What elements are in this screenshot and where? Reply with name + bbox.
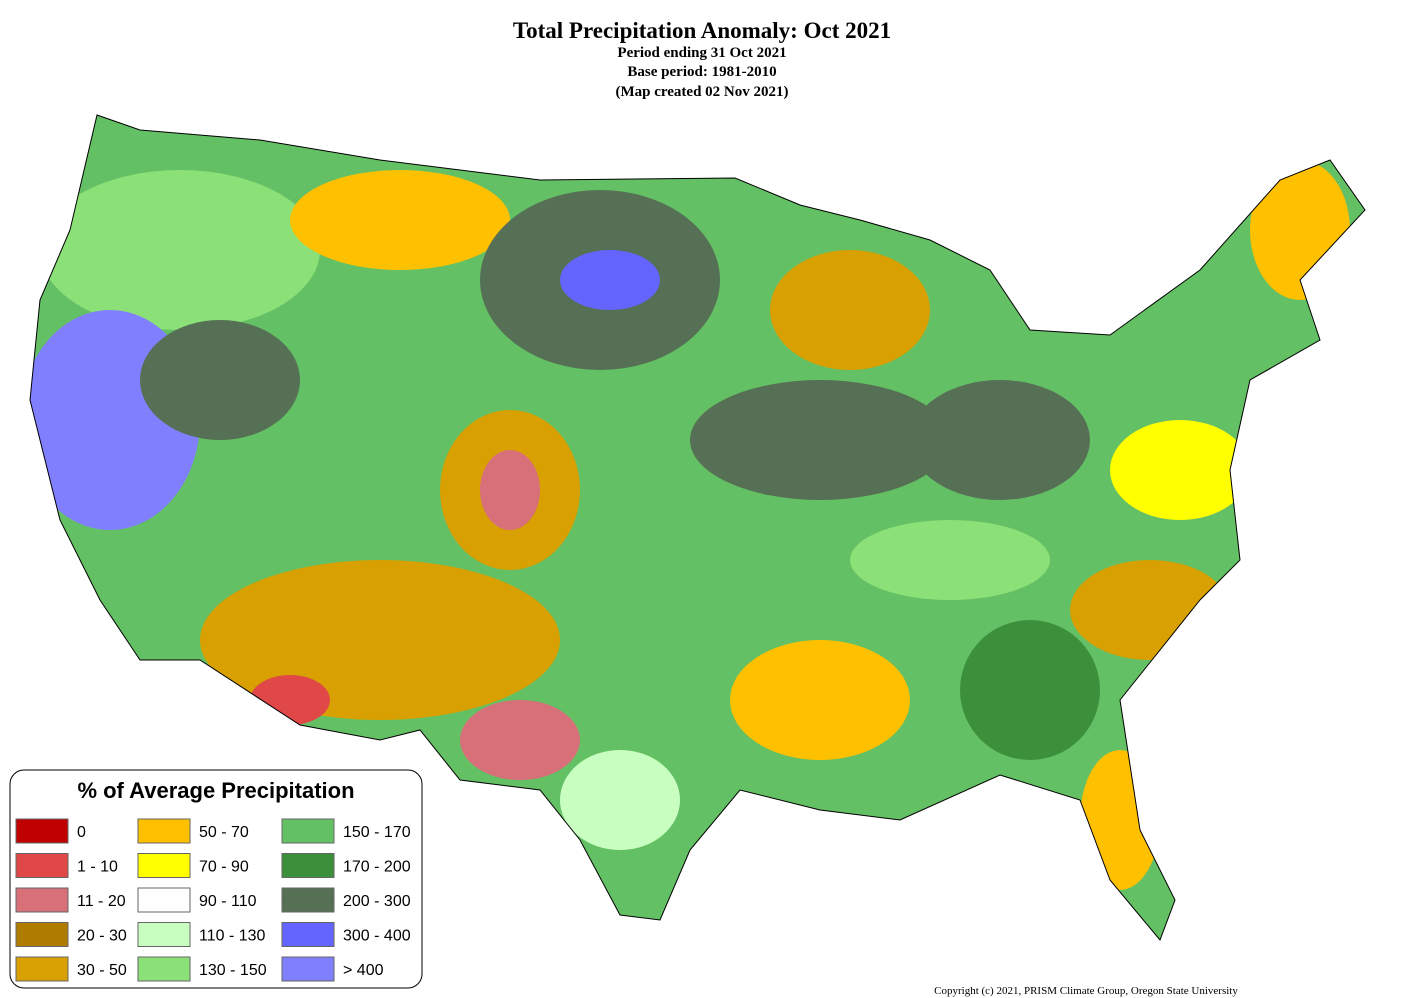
legend-swatch <box>137 887 191 913</box>
legend-swatch <box>281 922 335 947</box>
legend-swatch <box>281 956 335 982</box>
copyright: Copyright (c) 2021, PRISM Climate Group,… <box>934 985 1238 997</box>
legend-swatch <box>15 853 69 878</box>
legend-label: 20 - 30 <box>77 928 127 945</box>
legend-label: 30 - 50 <box>77 962 127 979</box>
legend-swatch <box>15 956 69 982</box>
legend-title: % of Average Precipitation <box>77 778 354 803</box>
legend-swatch <box>137 853 191 878</box>
legend-label: > 400 <box>343 962 384 979</box>
legend-swatch <box>15 818 69 844</box>
subtitle: Base period: 1981-2010 <box>627 64 776 80</box>
legend-swatch <box>15 922 69 947</box>
legend-label: 70 - 90 <box>199 859 249 876</box>
legend-swatch <box>137 922 191 947</box>
legend-swatch <box>281 818 335 844</box>
legend-swatch <box>281 853 335 878</box>
outline <box>29 114 1366 941</box>
legend: 0 1 - 10 11 - 20 20 - 30 30 - 50 50 - 70 70 - … <box>15 818 411 982</box>
legend-swatch <box>281 887 335 913</box>
legend-label: 1 - 10 <box>77 859 118 876</box>
legend-label: 50 - 70 <box>199 824 249 841</box>
legend-swatch <box>137 818 191 844</box>
title: Total Precipitation Anomaly: Oct 2021 <box>513 18 891 43</box>
legend-swatch <box>15 887 69 913</box>
legend-swatch <box>137 956 191 982</box>
legend-label: 130 - 150 <box>199 962 267 979</box>
legend-label: 300 - 400 <box>343 928 411 945</box>
subtitle: Period ending 31 Oct 2021 <box>617 45 786 61</box>
legend-label: 0 <box>77 824 86 841</box>
legend-label: 90 - 110 <box>199 893 257 910</box>
legend-label: 170 - 200 <box>343 859 411 876</box>
legend-label: 11 - 20 <box>77 893 126 910</box>
subtitle: (Map created 02 Nov 2021) <box>615 84 788 100</box>
legend-label: 110 - 130 <box>199 928 266 945</box>
legend-label: 150 - 170 <box>343 824 411 841</box>
legend-label: 200 - 300 <box>343 893 411 910</box>
